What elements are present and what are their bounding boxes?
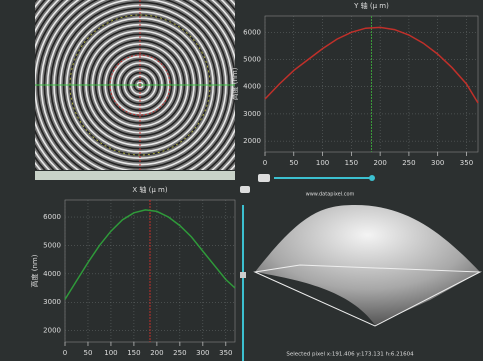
x-tick-label: 300 <box>431 159 444 167</box>
y-axis-label: 高度 (nm) <box>230 67 239 100</box>
x-tick-label: 50 <box>84 349 93 357</box>
chart-title: Y 轴 (μ m) <box>353 1 389 10</box>
x-tick-label: 350 <box>460 159 473 167</box>
x-tick-label: 250 <box>402 159 415 167</box>
y-tick-label: 3000 <box>43 298 61 306</box>
y-tick-label: 2000 <box>43 327 61 335</box>
y-tick-label: 6000 <box>243 28 261 36</box>
x-tick-label: 100 <box>316 159 329 167</box>
right-margin <box>483 0 503 361</box>
x-tick-label: 300 <box>196 349 209 357</box>
status-text: Selected pixel x:191.406 y:173.131 h:6.2… <box>286 352 414 358</box>
x-tick-label: 100 <box>104 349 117 357</box>
x-tick-label: 0 <box>63 349 67 357</box>
x-tick-label: 150 <box>345 159 358 167</box>
image-scrollbar[interactable] <box>35 171 235 180</box>
x-tick-label: 150 <box>127 349 140 357</box>
x-tick-label: 50 <box>289 159 298 167</box>
icon-button[interactable] <box>258 174 270 182</box>
x-slider-handle[interactable] <box>240 272 246 278</box>
x-tick-label: 0 <box>263 159 267 167</box>
y-tick-label: 6000 <box>43 213 61 221</box>
app-window: www.datapixel.com Selected pixel x:191.4… <box>0 0 503 361</box>
y-axis-label: 高度 (nm) <box>30 254 39 287</box>
x-tick-label: 350 <box>219 349 232 357</box>
y-tick-label: 4000 <box>43 270 61 278</box>
x-tick-label: 200 <box>373 159 386 167</box>
icon-button-2[interactable] <box>240 186 250 193</box>
x-tick-label: 250 <box>173 349 186 357</box>
y-tick-label: 3000 <box>243 110 261 118</box>
y-tick-label: 5000 <box>43 241 61 249</box>
y-slider-handle[interactable] <box>369 175 375 181</box>
y-tick-label: 5000 <box>243 56 261 64</box>
x-tick-label: 200 <box>150 349 163 357</box>
y-tick-label: 4000 <box>243 83 261 91</box>
watermark: www.datapixel.com <box>306 192 355 198</box>
y-tick-label: 2000 <box>243 137 261 145</box>
chart-title: X 轴 (μ m) <box>132 185 167 194</box>
